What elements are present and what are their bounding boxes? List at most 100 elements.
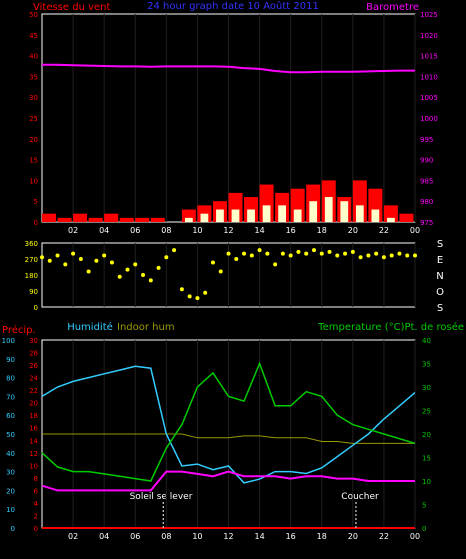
- x-tick-label-top: 02: [68, 226, 78, 235]
- barometer-y-tick-label: 1000: [420, 115, 438, 123]
- humidity-y-tick-label: 50: [6, 431, 15, 439]
- barometer-y-tick-label: 990: [420, 157, 433, 165]
- humidity-y-tick-label: 70: [6, 393, 15, 401]
- precip-y-tick-label: 10: [29, 462, 38, 470]
- x-tick-label-bottom: 06: [130, 532, 140, 541]
- wind-direction-point: [311, 248, 316, 253]
- wind-direction-point: [55, 253, 60, 258]
- barometer-title: Barometre: [366, 2, 419, 13]
- barometer-line: [42, 63, 415, 74]
- wind-direction-point: [133, 262, 138, 267]
- x-tick-label-bottom: 14: [254, 532, 264, 541]
- gust-bar: [231, 209, 240, 222]
- wind-direction-point: [405, 253, 410, 258]
- wind-direction-point: [172, 248, 177, 253]
- humidity-y-tick-label: 100: [2, 337, 15, 345]
- x-tick-label-bottom: 12: [223, 532, 233, 541]
- wind-direction-point: [148, 278, 153, 283]
- wind-direction-point: [94, 258, 99, 263]
- humidity-y-tick-label: 80: [6, 375, 15, 383]
- wind-direction-point: [296, 249, 301, 254]
- wind-direction-point: [40, 255, 44, 260]
- wind-direction-point: [226, 251, 231, 256]
- wind-direction-point: [156, 265, 161, 270]
- humidity-axis-label: Humidité: [67, 321, 113, 333]
- wind-y-tick-label: 10: [29, 177, 38, 185]
- temperature-line: [41, 361, 416, 482]
- wind-direction-point: [210, 260, 215, 265]
- wind-y-tick-label: 0: [34, 219, 38, 227]
- wind-direction-point: [288, 253, 293, 258]
- x-tick-label-top: 18: [317, 226, 327, 235]
- wind-direction-point: [141, 273, 146, 277]
- x-tick-label-bottom: 16: [286, 532, 296, 541]
- compass-label-O: O: [436, 287, 444, 298]
- wind-y-tick-label: 15: [29, 157, 38, 165]
- x-tick-label-bottom: 02: [68, 532, 78, 541]
- precip-y-tick-label: 2: [34, 512, 38, 520]
- wind-y-tick-label: 50: [29, 11, 38, 19]
- wind-direction-point: [234, 257, 239, 261]
- wind-direction-point: [63, 262, 68, 267]
- x-tick-label-bottom: 00: [410, 532, 420, 541]
- precip-y-tick-label: 0: [34, 525, 38, 533]
- compass-label-S: S: [437, 239, 443, 250]
- precip-y-tick-label: 14: [29, 437, 38, 445]
- x-tick-label-top: 14: [254, 226, 264, 235]
- humidity-y-tick-label: 60: [6, 412, 15, 420]
- x-tick-label-top: 12: [223, 226, 233, 235]
- barometer-y-tick-label: 1025: [420, 11, 438, 19]
- wind-direction-point: [280, 251, 285, 256]
- gust-bar: [340, 201, 349, 222]
- indoor-humidity-line: [42, 433, 415, 444]
- temperature-y-tick-label: 5: [422, 502, 426, 510]
- x-tick-label-bottom: 20: [348, 532, 358, 541]
- wind-speed-bar: [73, 213, 88, 222]
- wind-direction-point: [327, 249, 332, 254]
- gust-bar: [278, 205, 287, 222]
- wind-speed-bar: [150, 217, 165, 222]
- precip-y-tick-label: 30: [29, 337, 38, 345]
- gust-bar: [262, 205, 271, 222]
- wind-direction-point: [257, 248, 262, 253]
- direction-y-tick-label: 0: [34, 304, 38, 312]
- wind-direction-point: [358, 255, 363, 260]
- compass-label-S: S: [437, 303, 443, 314]
- wind-direction-point: [117, 274, 122, 279]
- wind-direction-point: [413, 253, 417, 258]
- wind-speed-bar: [88, 217, 103, 222]
- wind-y-tick-label: 35: [29, 73, 38, 81]
- humidity-y-tick-label: 0: [11, 525, 15, 533]
- indoor-hum-legend: Indoor hum: [117, 322, 175, 333]
- temperature-y-tick-label: 20: [422, 431, 431, 439]
- graph-date-title: 24 hour graph date 10 Aoûtt 2011: [147, 0, 319, 12]
- x-tick-label-bottom: 18: [317, 532, 327, 541]
- wind-y-tick-label: 5: [34, 198, 38, 206]
- x-tick-label-top: 20: [348, 226, 358, 235]
- wind-direction-point: [242, 251, 247, 256]
- barometer-y-tick-label: 1020: [420, 32, 438, 40]
- wind-direction-point: [179, 287, 184, 292]
- temperature-y-tick-label: 10: [422, 478, 431, 486]
- wind-direction-point: [381, 255, 386, 260]
- wind-direction-point: [265, 251, 270, 256]
- humidity-y-tick-label: 90: [6, 356, 15, 364]
- compass-label-E: E: [437, 255, 443, 266]
- wind-direction-point: [249, 253, 254, 258]
- wind-y-tick-label: 45: [29, 32, 38, 40]
- precip-y-tick-label: 24: [29, 375, 38, 383]
- wind-direction-point: [319, 251, 324, 256]
- wind-direction-point: [71, 251, 76, 256]
- gust-bar: [200, 213, 209, 222]
- temperature-y-tick-label: 25: [422, 408, 431, 416]
- wind-direction-point: [389, 253, 394, 258]
- gust-bar: [216, 209, 224, 222]
- precip-axis-label: Précip.: [2, 324, 36, 336]
- x-tick-label-top: 06: [130, 226, 140, 235]
- barometer-y-tick-label: 995: [420, 136, 433, 144]
- x-tick-label-top: 10: [192, 226, 202, 235]
- wind-direction-point: [397, 251, 402, 256]
- wind-direction-point: [203, 290, 208, 295]
- wind-direction-point: [86, 269, 91, 274]
- wind-speed-bar: [57, 217, 72, 222]
